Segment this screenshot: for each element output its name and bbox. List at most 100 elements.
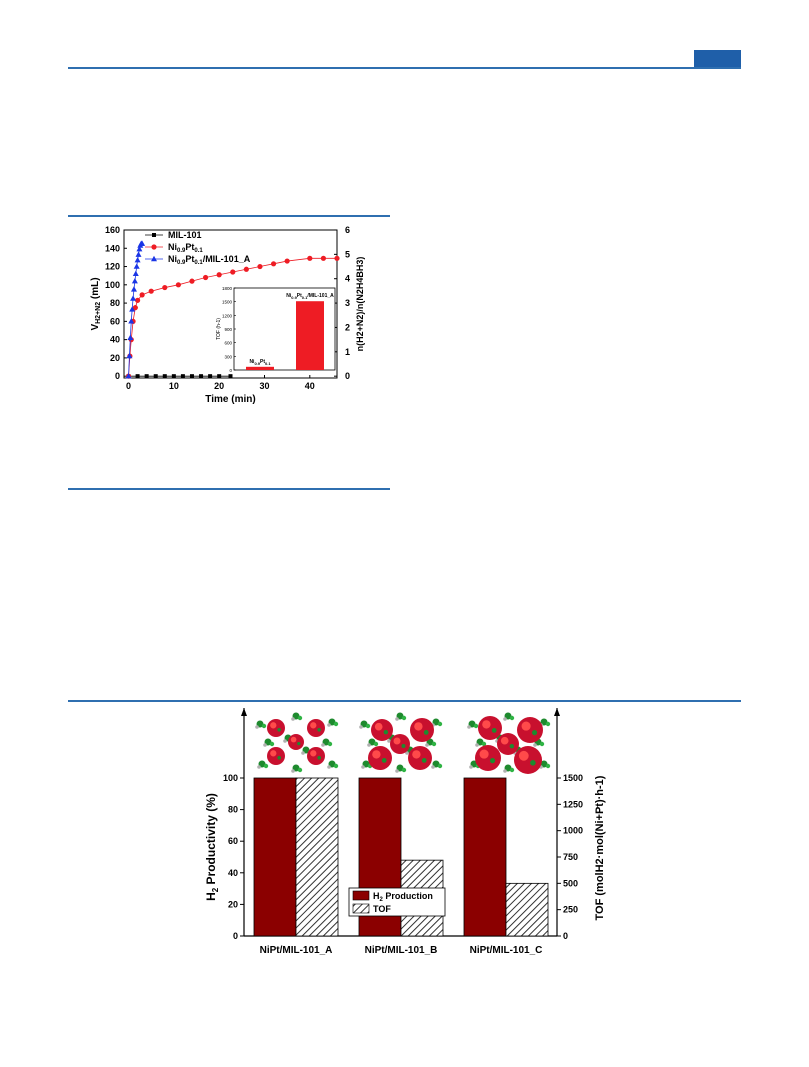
y-tick-label: 0 [233,931,238,941]
nanoparticle-illustration [255,712,339,773]
metal-particle [368,746,392,770]
y-tick-label: 80 [110,298,120,308]
linker-node [263,743,267,747]
metal-particle-highlight [518,750,529,761]
y2-axis-label: n(H2+N2)/n(N2H4BH3) [355,257,365,352]
category-label: NiPt/MIL-101_A [260,945,333,956]
data-point [243,266,249,272]
metal-particle [307,719,325,737]
linker-node [373,741,379,747]
tof-bar [295,777,339,937]
data-point [135,251,142,257]
metal-particle-speck [317,756,321,760]
data-point [270,261,277,267]
data-point [134,256,141,263]
data-point [189,278,195,284]
metal-particle-highlight [310,722,317,729]
bar-group [463,777,549,937]
data-point [208,374,213,379]
x-tick-label: 10 [169,381,179,391]
series-0 [126,374,233,379]
linker-node [291,769,295,773]
header-rule [68,67,741,69]
linker-node [297,715,303,721]
linker-node [539,741,545,747]
x-tick-label: 20 [214,381,224,391]
metal-particle-speck [509,744,515,749]
metal-particle-speck [423,730,429,735]
linker-node [361,765,365,769]
metal-particle-highlight [500,736,509,745]
metal-particle-speck [317,728,321,732]
linker-node [437,721,443,727]
data-point [189,374,194,379]
linker-node [437,763,443,769]
nanoparticle-illustration [467,712,551,774]
data-point [128,318,135,324]
metal-particle [410,718,434,742]
metal-particle-highlight [374,722,383,731]
data-point [284,258,290,264]
y2-tick-label: 2 [345,322,350,332]
y2-tick-label: 1000 [563,826,583,836]
linker-node [269,741,275,747]
metal-particle-highlight [521,721,531,731]
metal-particle-speck [381,758,387,763]
linker-node [509,767,515,773]
data-point [202,274,209,281]
left-axis-arrow [241,708,247,716]
data-point [153,374,158,379]
inset-y-tick-label: 600 [224,341,232,346]
data-point [257,263,263,270]
metal-particle [307,747,325,765]
bar-group [253,777,339,937]
data-point [151,255,157,262]
metal-particle-highlight [479,749,489,759]
data-point [134,297,141,303]
y2-tick-label: 0 [563,931,568,941]
data-point [125,372,132,379]
category-label: NiPt/MIL-101_C [470,945,543,956]
y2-tick-label: 0 [345,371,350,381]
linker-node [405,751,409,755]
y2-tick-label: 5 [345,249,350,259]
linker-node [387,739,391,743]
linker-node [255,725,259,729]
metal-particle-highlight [270,722,277,729]
metal-particle-highlight [482,720,491,729]
data-point [228,374,233,379]
linker-node [297,767,303,773]
legend-label-h2: H2 Production [373,891,433,903]
data-point [130,295,137,301]
y-tick-label: 80 [228,805,238,815]
y2-tick-label: 6 [345,225,350,235]
data-point [132,270,139,277]
y-tick-label: 20 [228,899,238,909]
y2-tick-label: 1250 [563,799,583,809]
linker-node [401,715,407,721]
y2-tick-label: 1500 [563,773,583,783]
linker-node [481,741,487,747]
metal-particle-highlight [414,722,423,731]
metal-particle [478,716,502,740]
metal-particle-speck [297,742,301,746]
linker-node [503,769,507,773]
metal-particle-highlight [393,737,401,745]
linker-node [467,725,471,729]
inset-bar [246,366,274,370]
metal-particle [475,745,501,771]
data-point [334,255,340,261]
linker-node [367,743,371,747]
metal-particle-highlight [372,750,381,759]
linker-node [431,765,435,769]
x-tick-label: 40 [305,381,315,391]
x-axis-label: Time (min) [205,394,255,405]
data-point [148,288,154,294]
tof-bar [505,882,549,937]
h2-production-bar [253,777,297,937]
x-tick-label: 0 [126,381,131,391]
y-tick-label: 40 [228,868,238,878]
data-point [180,374,185,379]
y-tick-label: 140 [105,243,120,253]
figure2-top-rule [68,700,741,702]
